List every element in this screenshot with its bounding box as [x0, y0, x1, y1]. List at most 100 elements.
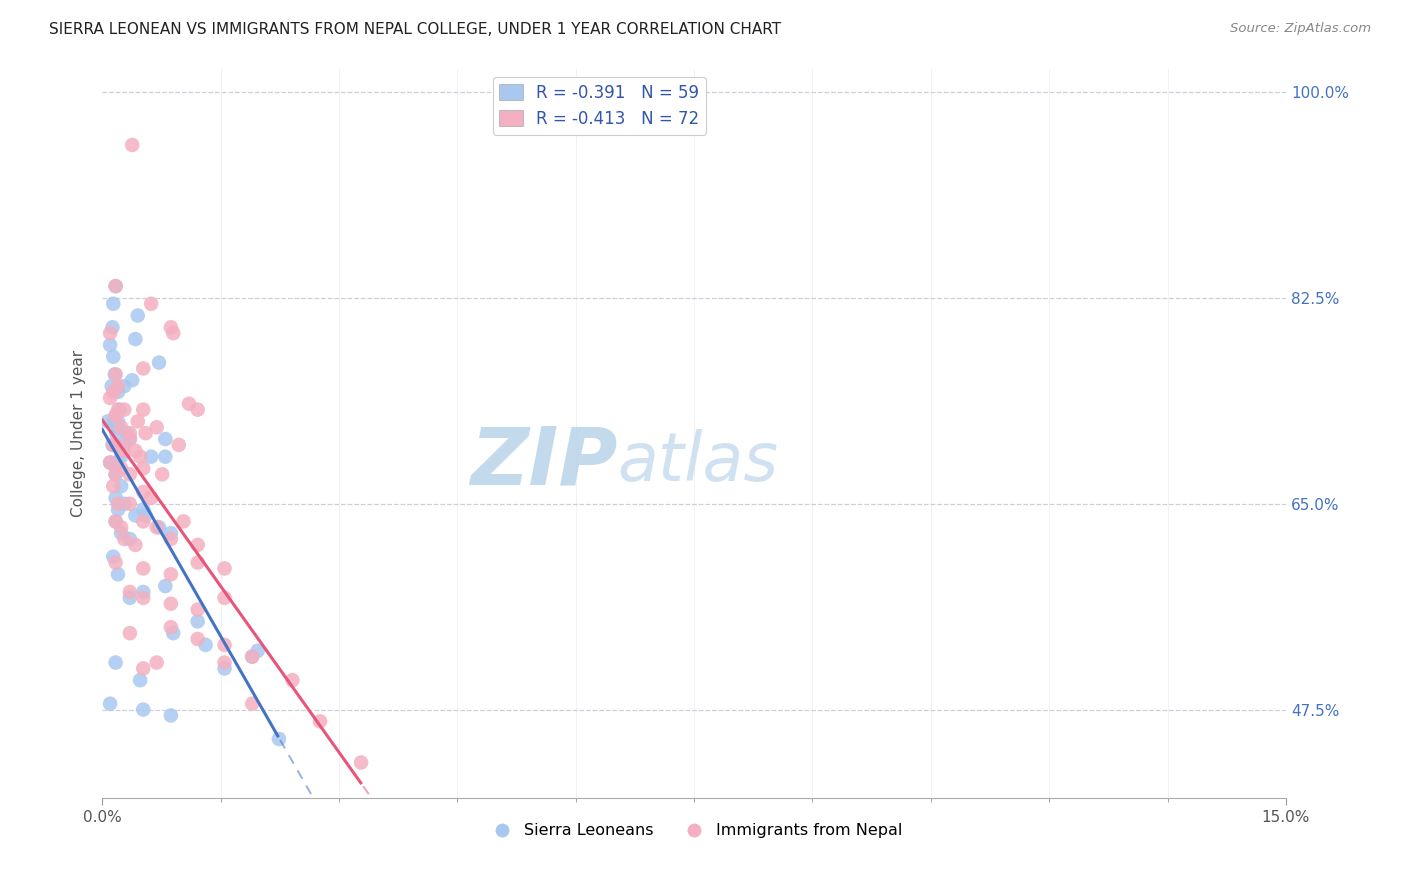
Point: [107, 497, 129, 511]
Point: [98, 456, 121, 470]
Point: [97, 414, 120, 428]
Point: [240, 649, 263, 664]
Point: [127, 414, 149, 428]
Point: [105, 456, 128, 470]
Point: [187, 615, 209, 629]
Point: [110, 479, 132, 493]
Point: [214, 561, 236, 575]
Point: [107, 502, 129, 516]
Point: [104, 556, 127, 570]
Point: [101, 438, 124, 452]
Point: [160, 320, 183, 334]
Point: [139, 450, 162, 464]
Point: [194, 638, 217, 652]
Point: [214, 591, 236, 605]
Point: [162, 626, 184, 640]
Point: [118, 585, 141, 599]
Point: [118, 626, 141, 640]
Point: [127, 309, 149, 323]
Point: [108, 402, 131, 417]
Point: [148, 520, 170, 534]
Point: [187, 632, 209, 646]
Point: [160, 532, 183, 546]
Point: [135, 508, 157, 523]
Point: [124, 508, 146, 523]
Point: [107, 414, 129, 428]
Point: [112, 443, 135, 458]
Point: [148, 355, 170, 369]
Point: [103, 438, 125, 452]
Point: [118, 426, 141, 441]
Point: [132, 485, 155, 500]
Point: [132, 661, 155, 675]
Point: [104, 368, 127, 382]
Point: [214, 656, 236, 670]
Point: [155, 450, 177, 464]
Point: [187, 602, 209, 616]
Point: [107, 420, 129, 434]
Point: [177, 397, 200, 411]
Point: [104, 438, 127, 452]
Point: [281, 673, 304, 688]
Point: [112, 379, 135, 393]
Point: [145, 520, 167, 534]
Point: [155, 432, 177, 446]
Point: [135, 426, 157, 441]
Point: [350, 756, 373, 770]
Point: [129, 673, 152, 688]
Point: [132, 702, 155, 716]
Point: [110, 520, 132, 534]
Point: [105, 426, 128, 441]
Point: [139, 297, 162, 311]
Point: [145, 656, 167, 670]
Point: [118, 532, 141, 546]
Legend: Sierra Leoneans, Immigrants from Nepal: Sierra Leoneans, Immigrants from Nepal: [479, 817, 908, 845]
Point: [214, 638, 236, 652]
Point: [104, 491, 127, 505]
Point: [132, 361, 155, 376]
Point: [124, 443, 146, 458]
Point: [104, 409, 127, 423]
Point: [104, 515, 127, 529]
Point: [98, 391, 121, 405]
Point: [104, 368, 127, 382]
Point: [103, 414, 125, 428]
Point: [110, 461, 132, 475]
Text: SIERRA LEONEAN VS IMMIGRANTS FROM NEPAL COLLEGE, UNDER 1 YEAR CORRELATION CHART: SIERRA LEONEAN VS IMMIGRANTS FROM NEPAL …: [49, 22, 782, 37]
Point: [100, 379, 122, 393]
Point: [167, 438, 190, 452]
Point: [124, 538, 146, 552]
Point: [132, 585, 155, 599]
Point: [104, 279, 127, 293]
Point: [132, 461, 155, 475]
Point: [104, 656, 127, 670]
Point: [98, 697, 121, 711]
Point: [110, 526, 132, 541]
Point: [309, 714, 332, 729]
Text: ZIP: ZIP: [470, 424, 617, 501]
Point: [118, 497, 141, 511]
Point: [98, 456, 121, 470]
Point: [267, 731, 290, 746]
Point: [129, 450, 152, 464]
Text: Source: ZipAtlas.com: Source: ZipAtlas.com: [1230, 22, 1371, 36]
Point: [240, 697, 263, 711]
Point: [118, 591, 141, 605]
Point: [121, 373, 143, 387]
Point: [162, 326, 184, 341]
Point: [187, 402, 209, 417]
Point: [139, 491, 162, 505]
Point: [104, 515, 127, 529]
Point: [107, 402, 129, 417]
Point: [104, 409, 127, 423]
Point: [112, 532, 135, 546]
Point: [115, 426, 138, 441]
Point: [98, 326, 121, 341]
Point: [240, 649, 263, 664]
Point: [160, 708, 183, 723]
Point: [118, 432, 141, 446]
Point: [132, 402, 155, 417]
Point: [173, 515, 195, 529]
Point: [107, 384, 129, 399]
Point: [246, 644, 269, 658]
